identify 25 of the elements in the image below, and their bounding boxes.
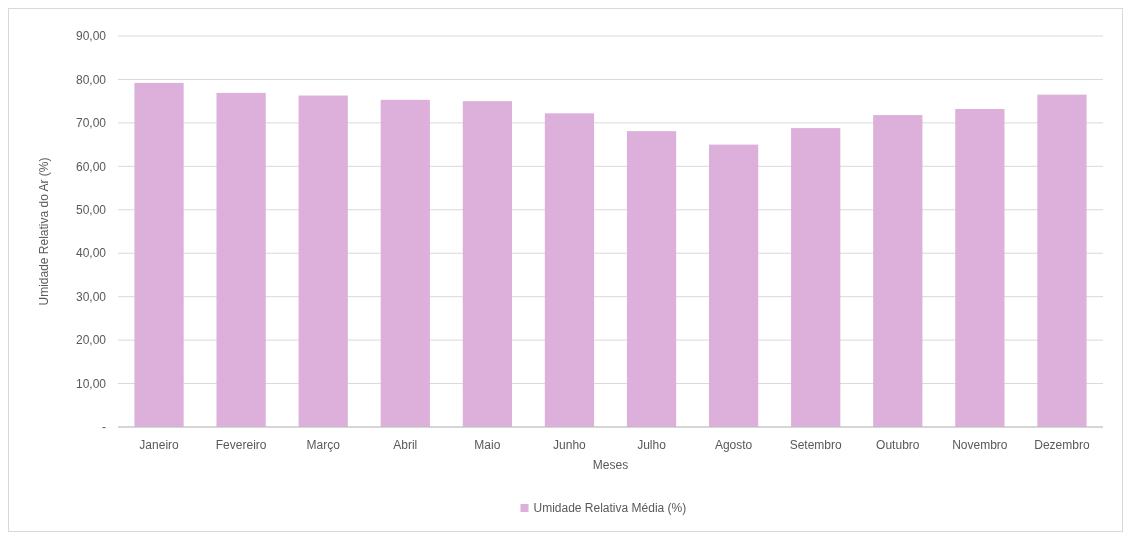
- x-tick-label: Fevereiro: [215, 438, 267, 452]
- x-tick-label: Abril: [393, 438, 418, 452]
- y-tick-label: 10,00: [75, 376, 107, 391]
- y-tick-label: 30,00: [75, 289, 107, 304]
- x-tick-label: Novembro: [952, 438, 1008, 452]
- x-tick-label: Janeiro: [139, 438, 180, 452]
- x-tick-label: Maio: [474, 438, 501, 452]
- x-axis-title: Meses: [592, 458, 629, 472]
- y-tick-label: 90,00: [75, 29, 107, 44]
- y-tick-label: 20,00: [75, 333, 107, 348]
- x-tick-label: Dezembro: [1034, 438, 1090, 452]
- y-axis-title: Umidade Relativa do Ar (%): [37, 157, 51, 306]
- x-tick-label: Junho: [553, 438, 587, 452]
- y-tick-label: 40,00: [75, 246, 107, 261]
- x-tick-label: Setembro: [789, 438, 843, 452]
- y-tick-label: -: [102, 420, 106, 435]
- y-tick-label: 70,00: [75, 116, 107, 131]
- y-tick-label: 50,00: [75, 202, 107, 217]
- x-tick-label: Outubro: [876, 438, 920, 452]
- x-tick-label: Julho: [637, 438, 667, 452]
- y-tick-label: 80,00: [75, 72, 107, 87]
- x-tick-label: Março: [306, 438, 341, 452]
- x-tick-label: Agosto: [714, 438, 753, 452]
- legend-label: Umidade Relativa Média (%): [533, 501, 687, 515]
- y-tick-label: 60,00: [75, 159, 107, 174]
